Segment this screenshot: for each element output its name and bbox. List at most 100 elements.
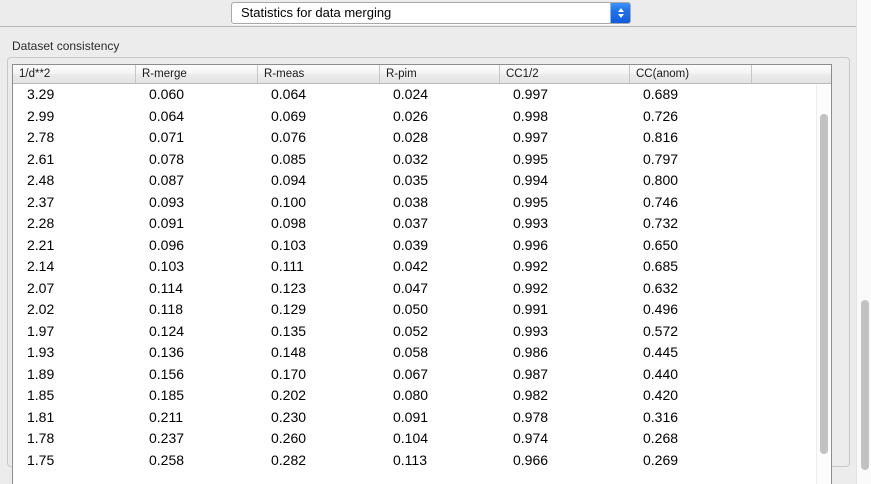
table-row[interactable]: 1.78 0.237 0.260 0.104 0.974 0.268: [13, 428, 831, 450]
table-cell: 0.114: [149, 279, 183, 296]
table-cell: 0.047: [393, 279, 429, 296]
table-cell: 0.103: [271, 236, 307, 253]
table-cell: 1.85: [27, 387, 55, 403]
table-cell: 0.069: [271, 107, 307, 124]
table-cell: 0.039: [393, 236, 429, 253]
table-row[interactable]: 2.21 0.096 0.103 0.039 0.996 0.650: [13, 235, 831, 257]
table-cell: 2.61: [27, 150, 55, 167]
table-cell: 2.14: [27, 258, 55, 274]
table-cell: 1.81: [27, 408, 55, 425]
table-cell: 0.268: [643, 430, 679, 446]
table-cell: 0.816: [643, 129, 679, 145]
table-row[interactable]: 2.48 0.087 0.094 0.035 0.994 0.800: [13, 170, 831, 192]
table-row[interactable]: 3.29 0.060 0.064 0.024 0.997 0.689: [13, 84, 831, 106]
table-row[interactable]: 1.85 0.185 0.202 0.080 0.982 0.420: [13, 385, 831, 407]
table-cell: 0.071: [149, 129, 185, 145]
table-cell: 0.997: [513, 86, 549, 102]
table-cell: 0.991: [513, 301, 549, 317]
table-cell: 0.797: [643, 150, 679, 167]
table-cell: 0.067: [393, 365, 429, 382]
table-cell: 0.135: [271, 322, 307, 339]
table-cell: 0.445: [643, 344, 679, 360]
table-row[interactable]: 2.02 0.118 0.129 0.050 0.991 0.496: [13, 299, 831, 321]
table-cell: 0.572: [643, 322, 679, 339]
table-cell: 0.129: [271, 301, 307, 317]
table-cell: 0.974: [513, 430, 549, 446]
table-cell: 0.104: [393, 430, 429, 446]
top-toolbar: Statistics for data merging: [0, 0, 871, 27]
table-cell: 0.156: [149, 365, 185, 382]
table-cell: 0.042: [393, 258, 429, 274]
table-row[interactable]: 1.89 0.156 0.170 0.067 0.987 0.440: [13, 364, 831, 386]
table-cell: 0.050: [393, 301, 429, 317]
table-header-row: 1/d**2 R-merge R-meas R-pim CC1/2 CC(anom): [13, 65, 831, 84]
table-cell: 0.211: [149, 408, 183, 425]
table-cell: 0.316: [643, 408, 679, 425]
table-cell: 0.170: [271, 365, 307, 382]
table-cell: 0.685: [643, 258, 679, 274]
table-cell: 2.48: [27, 172, 55, 188]
table-cell: 0.420: [643, 387, 679, 403]
table-cell: 0.024: [393, 86, 429, 102]
table-cell: 0.028: [393, 129, 429, 145]
table-cell: 0.986: [513, 344, 549, 360]
table-cell: 0.091: [393, 408, 429, 425]
table-cell: 2.99: [27, 107, 55, 124]
chevron-up-down-icon[interactable]: [610, 3, 630, 23]
column-header-r-meas[interactable]: R-meas: [257, 65, 379, 83]
table-cell: 0.113: [393, 451, 427, 468]
column-header-r-merge[interactable]: R-merge: [135, 65, 257, 83]
table-cell: 0.037: [393, 215, 429, 231]
table-vertical-scrollbar[interactable]: [816, 85, 830, 484]
table-cell: 0.994: [513, 172, 549, 188]
column-header-r-pim[interactable]: R-pim: [379, 65, 499, 83]
table-row[interactable]: 2.99 0.064 0.069 0.026 0.998 0.726: [13, 106, 831, 128]
table-row[interactable]: 2.61 0.078 0.085 0.032 0.995 0.797: [13, 149, 831, 171]
table-cell: 0.032: [393, 150, 429, 167]
chevron-up-icon: [617, 8, 624, 12]
table-row[interactable]: 2.07 0.114 0.123 0.047 0.992 0.632: [13, 278, 831, 300]
table-cell: 0.093: [149, 193, 185, 210]
dataset-consistency-label: Dataset consistency: [12, 39, 120, 53]
table-row[interactable]: 2.28 0.091 0.098 0.037 0.993 0.732: [13, 213, 831, 235]
table-row[interactable]: 2.78 0.071 0.076 0.028 0.997 0.816: [13, 127, 831, 149]
table-row[interactable]: 1.75 0.258 0.282 0.113 0.966 0.269: [13, 450, 831, 472]
table-cell: 0.038: [393, 193, 429, 210]
table-row[interactable]: 2.37 0.093 0.100 0.038 0.995 0.746: [13, 192, 831, 214]
table-row[interactable]: 1.93 0.136 0.148 0.058 0.986 0.445: [13, 342, 831, 364]
page-vertical-scrollbar[interactable]: [856, 0, 871, 484]
table-cell: 0.085: [271, 150, 307, 167]
table-cell: 0.026: [393, 107, 429, 124]
statistics-select[interactable]: Statistics for data merging: [231, 2, 631, 24]
column-header-1-d-2[interactable]: 1/d**2: [19, 68, 51, 80]
table-cell: 0.689: [643, 86, 679, 102]
table-cell: 0.103: [149, 258, 185, 274]
column-header-cc-anom[interactable]: CC(anom): [629, 65, 751, 83]
table-cell: 0.076: [271, 129, 307, 145]
table-row[interactable]: 1.81 0.211 0.230 0.091 0.978 0.316: [13, 407, 831, 429]
table-cell: 0.100: [271, 193, 307, 210]
table-cell: 0.064: [271, 86, 307, 102]
table-cell: 0.148: [271, 344, 307, 360]
table-cell: 0.995: [513, 150, 549, 167]
table-cell: 0.123: [271, 279, 307, 296]
table-cell: 0.982: [513, 387, 549, 403]
table-cell: 0.080: [393, 387, 429, 403]
column-header-blank[interactable]: [751, 65, 817, 83]
table-cell: 1.93: [27, 344, 55, 360]
table-cell: 0.282: [271, 451, 307, 468]
table-cell: 0.632: [643, 279, 679, 296]
column-header-cc1-2[interactable]: CC1/2: [499, 65, 629, 83]
table-cell: 1.75: [27, 451, 55, 468]
page-scrollbar-thumb[interactable]: [861, 300, 869, 470]
table-cell: 0.800: [643, 172, 679, 188]
table-row[interactable]: 1.97 0.124 0.135 0.052 0.993 0.572: [13, 321, 831, 343]
table-cell: 0.111: [271, 258, 304, 274]
table-cell: 0.732: [643, 215, 679, 231]
table-row[interactable]: 2.14 0.103 0.111 0.042 0.992 0.685: [13, 256, 831, 278]
table-scrollbar-thumb[interactable]: [820, 114, 828, 454]
table-cell: 2.37: [27, 193, 55, 210]
table-cell: 1.78: [27, 430, 55, 446]
chevron-down-icon: [617, 14, 624, 18]
table-cell: 0.993: [513, 322, 549, 339]
